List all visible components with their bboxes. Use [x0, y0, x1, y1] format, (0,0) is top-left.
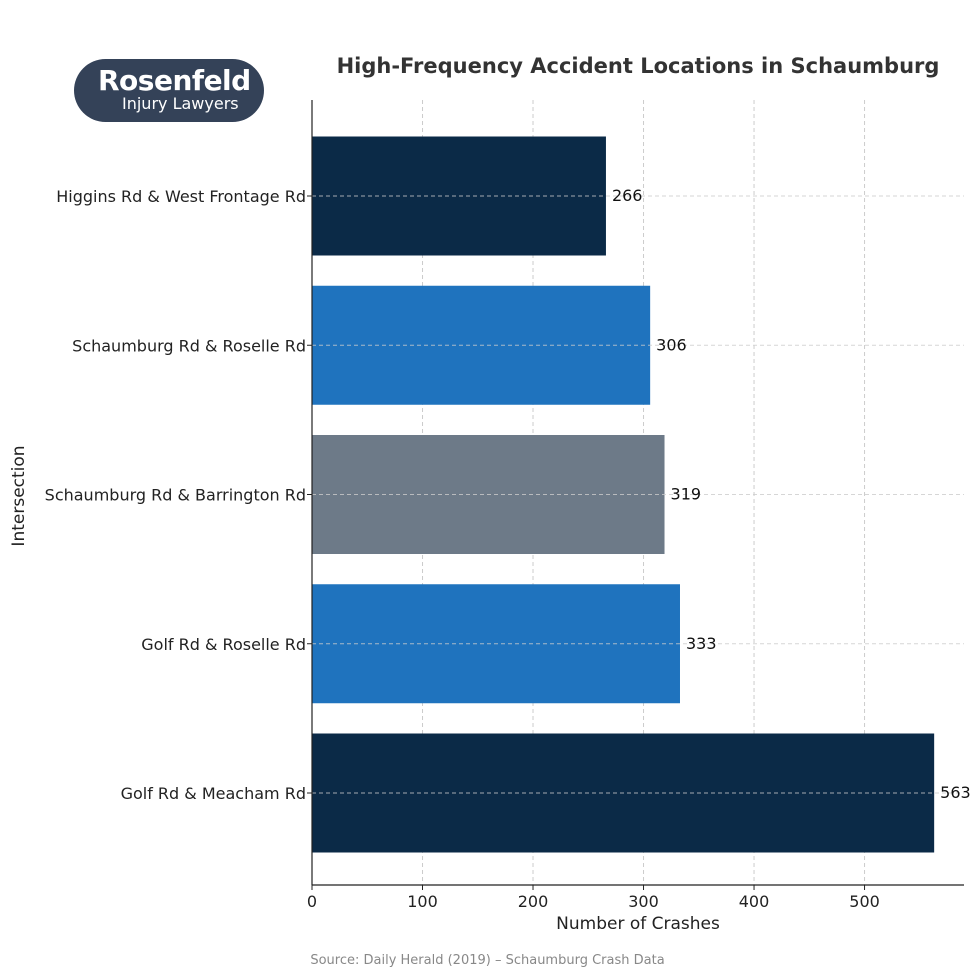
- chart-title: High-Frequency Accident Locations in Sch…: [337, 54, 940, 78]
- category-label: Schaumburg Rd & Barrington Rd: [45, 486, 306, 505]
- axes: [307, 100, 964, 890]
- bar-value-label: 333: [686, 634, 717, 653]
- logo-brand-text: Rosenfeld: [98, 64, 251, 97]
- source-note: Source: Daily Herald (2019) – Schaumburg…: [310, 953, 665, 968]
- category-label: Higgins Rd & West Frontage Rd: [56, 187, 306, 206]
- labels: 0 100 200 300 400 500 Higgins Rd & West Fronta…: [45, 186, 971, 911]
- logo-tagline: Injury Lawyers: [122, 94, 239, 113]
- x-tick-label: 200: [518, 892, 549, 911]
- brand-logo: Rosenfeld Injury Lawyers: [74, 59, 264, 122]
- bar: [312, 136, 606, 256]
- y-axis-label: Intersection: [9, 445, 29, 546]
- category-label: Schaumburg Rd & Roselle Rd: [72, 336, 306, 355]
- x-axis-label: Number of Crashes: [556, 914, 720, 934]
- x-tick-label: 500: [849, 892, 880, 911]
- x-tick-label: 0: [307, 892, 317, 911]
- category-label: Golf Rd & Roselle Rd: [141, 635, 306, 654]
- bar-value-label: 319: [671, 485, 702, 504]
- bar-value-label: 563: [940, 783, 971, 802]
- bar-value-label: 306: [656, 335, 687, 354]
- x-tick-label: 100: [407, 892, 438, 911]
- x-tick-label: 400: [739, 892, 770, 911]
- bar-value-label: 266: [612, 186, 643, 205]
- x-tick-label: 300: [628, 892, 659, 911]
- category-grid-lines: [312, 195, 964, 794]
- category-label: Golf Rd & Meacham Rd: [121, 784, 306, 803]
